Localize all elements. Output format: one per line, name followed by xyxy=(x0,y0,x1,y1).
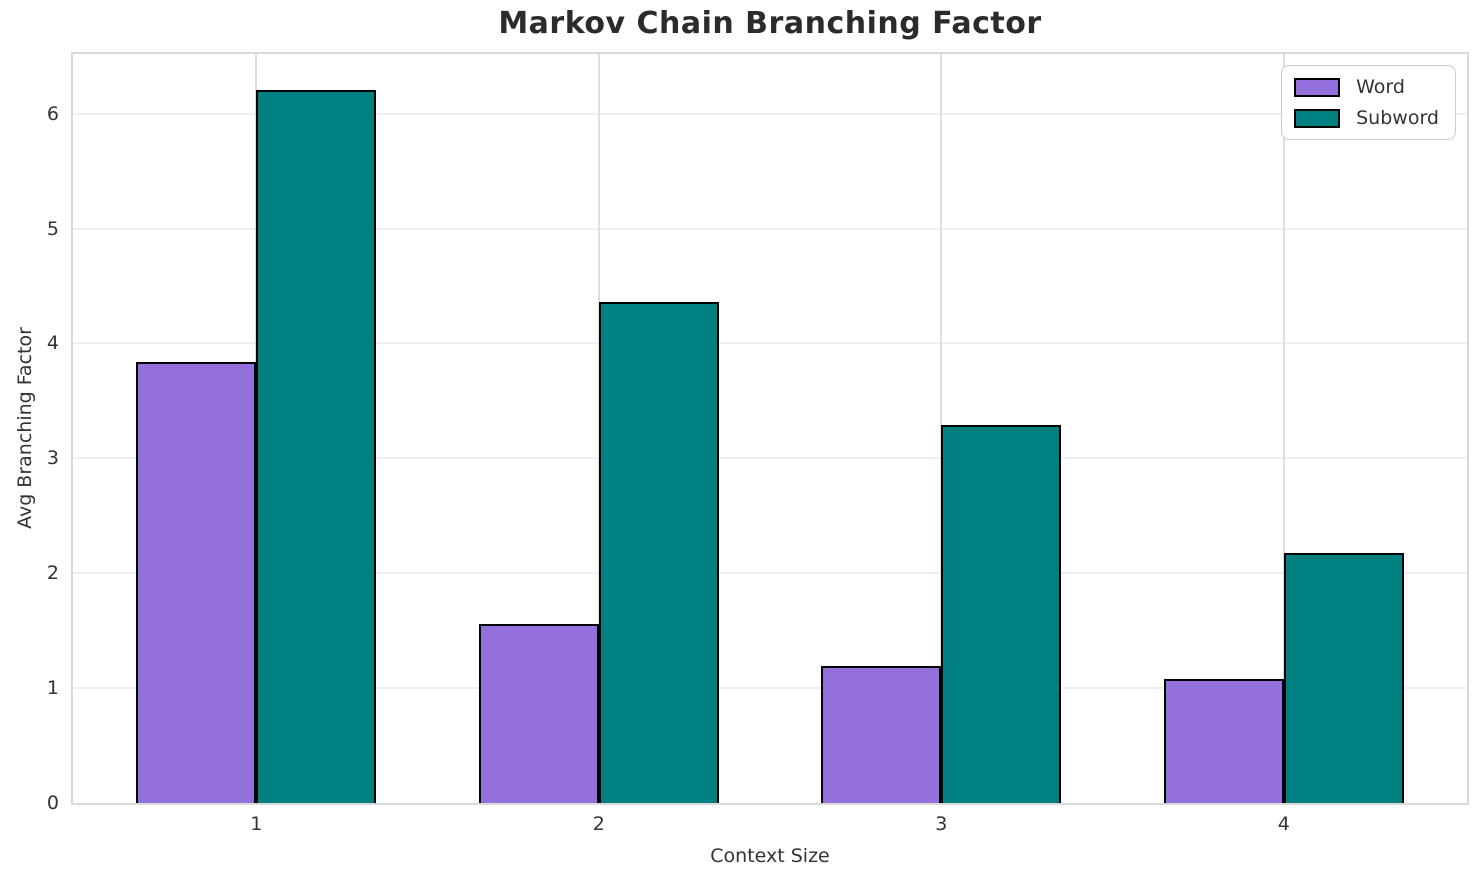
y-tick-label: 2 xyxy=(46,562,59,585)
bar-word-context-4 xyxy=(1163,678,1284,803)
bar-subword-context-1 xyxy=(256,89,377,803)
plot-area: Context Size Word Subword 0 1 2 3 4 5 6 1 2 3 4 xyxy=(47,52,1469,867)
y-tick-label: 1 xyxy=(46,677,59,700)
gridline-horizontal xyxy=(73,342,1467,345)
bar-word-context-3 xyxy=(821,666,942,803)
legend-label-word: Word xyxy=(1356,76,1405,98)
chart-title: Markov Chain Branching Factor xyxy=(498,6,1042,41)
legend-row-word: Word xyxy=(1294,76,1439,98)
bar-word-context-1 xyxy=(136,361,257,803)
legend: Word Subword xyxy=(1281,65,1456,140)
x-axis-label: Context Size xyxy=(710,845,830,867)
bar-subword-context-2 xyxy=(598,302,719,803)
y-tick-label: 3 xyxy=(46,447,59,470)
y-axis-label: Avg Branching Factor xyxy=(14,327,36,529)
gridline-horizontal xyxy=(73,687,1467,690)
y-tick-label: 6 xyxy=(46,102,59,125)
y-tick-label: 0 xyxy=(46,792,59,814)
gridline-vertical xyxy=(1282,54,1285,803)
bar-word-context-2 xyxy=(478,623,599,803)
gridline-horizontal xyxy=(73,227,1467,230)
gridline-horizontal xyxy=(73,457,1467,460)
x-tick-label: 3 xyxy=(935,813,948,835)
bar-subword-context-3 xyxy=(941,425,1062,803)
gridline-horizontal xyxy=(73,572,1467,575)
x-tick-label: 2 xyxy=(592,813,605,835)
legend-swatch-subword xyxy=(1294,108,1341,128)
bar-subword-context-4 xyxy=(1283,552,1404,803)
x-tick-label: 4 xyxy=(1277,813,1290,835)
y-tick-label: 4 xyxy=(46,332,59,355)
legend-row-subword: Subword xyxy=(1294,107,1439,129)
gridline-horizontal xyxy=(73,112,1467,115)
legend-label-subword: Subword xyxy=(1356,107,1439,129)
x-tick-label: 1 xyxy=(250,813,263,835)
y-tick-label: 5 xyxy=(46,217,59,240)
legend-swatch-word xyxy=(1294,77,1341,97)
